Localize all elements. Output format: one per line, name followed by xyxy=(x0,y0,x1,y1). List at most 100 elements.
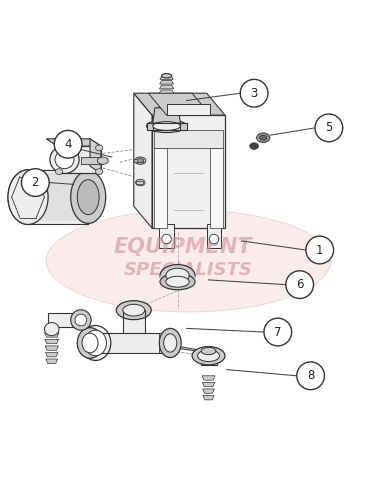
Bar xyxy=(135,180,143,184)
Ellipse shape xyxy=(135,157,146,164)
Circle shape xyxy=(240,80,268,107)
Polygon shape xyxy=(134,93,225,115)
Polygon shape xyxy=(45,352,58,357)
Circle shape xyxy=(315,114,343,141)
Ellipse shape xyxy=(55,150,74,168)
Ellipse shape xyxy=(161,74,172,78)
Polygon shape xyxy=(46,359,57,364)
Polygon shape xyxy=(46,139,101,146)
Polygon shape xyxy=(160,80,173,84)
Circle shape xyxy=(286,271,314,298)
Ellipse shape xyxy=(166,276,189,287)
Ellipse shape xyxy=(160,274,195,289)
Ellipse shape xyxy=(77,328,103,358)
Ellipse shape xyxy=(159,328,181,358)
Polygon shape xyxy=(203,389,214,394)
Ellipse shape xyxy=(82,333,98,353)
Polygon shape xyxy=(48,314,81,326)
Text: 5: 5 xyxy=(325,122,333,134)
Polygon shape xyxy=(45,340,59,344)
Polygon shape xyxy=(148,93,210,115)
Polygon shape xyxy=(207,224,221,248)
Polygon shape xyxy=(160,276,195,281)
Polygon shape xyxy=(158,100,175,103)
Ellipse shape xyxy=(123,304,145,316)
Ellipse shape xyxy=(166,268,189,283)
Polygon shape xyxy=(90,333,170,353)
Circle shape xyxy=(22,168,49,196)
Bar xyxy=(81,157,103,164)
Ellipse shape xyxy=(85,330,107,355)
Text: EQUIPMENT: EQUIPMENT xyxy=(113,237,253,257)
Polygon shape xyxy=(165,346,212,352)
Text: 7: 7 xyxy=(274,326,281,338)
Polygon shape xyxy=(152,115,225,228)
Polygon shape xyxy=(134,93,152,228)
Text: 2: 2 xyxy=(31,176,39,189)
Ellipse shape xyxy=(96,168,103,174)
Polygon shape xyxy=(90,139,101,173)
Ellipse shape xyxy=(137,158,143,163)
Ellipse shape xyxy=(162,234,171,244)
Bar xyxy=(153,123,180,130)
Ellipse shape xyxy=(164,334,177,352)
Polygon shape xyxy=(28,170,88,224)
Polygon shape xyxy=(158,104,175,108)
Polygon shape xyxy=(45,346,58,350)
Polygon shape xyxy=(159,94,174,98)
Polygon shape xyxy=(202,382,215,386)
Ellipse shape xyxy=(44,322,59,336)
Ellipse shape xyxy=(71,171,106,224)
Ellipse shape xyxy=(55,168,63,174)
Ellipse shape xyxy=(8,170,48,224)
Polygon shape xyxy=(57,146,101,174)
Ellipse shape xyxy=(135,180,145,186)
Polygon shape xyxy=(160,76,173,80)
Ellipse shape xyxy=(55,145,63,151)
Polygon shape xyxy=(154,130,223,148)
Polygon shape xyxy=(44,333,59,337)
Circle shape xyxy=(297,362,325,390)
Text: 6: 6 xyxy=(296,278,303,291)
Polygon shape xyxy=(159,85,174,89)
Ellipse shape xyxy=(8,170,48,224)
Ellipse shape xyxy=(250,143,258,150)
Polygon shape xyxy=(153,108,180,123)
Ellipse shape xyxy=(71,310,91,330)
Ellipse shape xyxy=(209,234,219,244)
Ellipse shape xyxy=(50,146,79,174)
Ellipse shape xyxy=(96,145,103,151)
Bar xyxy=(134,159,143,162)
Ellipse shape xyxy=(198,350,220,362)
Polygon shape xyxy=(159,224,174,248)
Ellipse shape xyxy=(146,120,187,132)
Ellipse shape xyxy=(201,348,216,354)
Ellipse shape xyxy=(97,157,108,164)
Ellipse shape xyxy=(116,300,151,320)
Ellipse shape xyxy=(160,264,195,286)
Polygon shape xyxy=(203,396,214,400)
Polygon shape xyxy=(202,376,215,380)
Ellipse shape xyxy=(77,180,99,214)
Ellipse shape xyxy=(259,135,267,140)
Text: SPECIALISTS: SPECIALISTS xyxy=(124,261,253,279)
Polygon shape xyxy=(201,354,217,365)
Circle shape xyxy=(54,130,82,158)
Text: 1: 1 xyxy=(316,244,324,256)
Bar xyxy=(146,123,187,130)
Ellipse shape xyxy=(257,133,270,142)
Polygon shape xyxy=(210,148,223,228)
Polygon shape xyxy=(28,174,88,221)
Ellipse shape xyxy=(192,346,225,365)
Text: 4: 4 xyxy=(64,138,72,151)
Circle shape xyxy=(306,236,333,264)
Ellipse shape xyxy=(46,210,330,312)
Text: 8: 8 xyxy=(307,370,314,382)
Polygon shape xyxy=(159,90,174,94)
Circle shape xyxy=(264,318,292,346)
Polygon shape xyxy=(154,148,167,228)
Polygon shape xyxy=(123,310,145,333)
Text: 3: 3 xyxy=(250,86,258,100)
Ellipse shape xyxy=(75,314,87,326)
Ellipse shape xyxy=(153,122,180,130)
